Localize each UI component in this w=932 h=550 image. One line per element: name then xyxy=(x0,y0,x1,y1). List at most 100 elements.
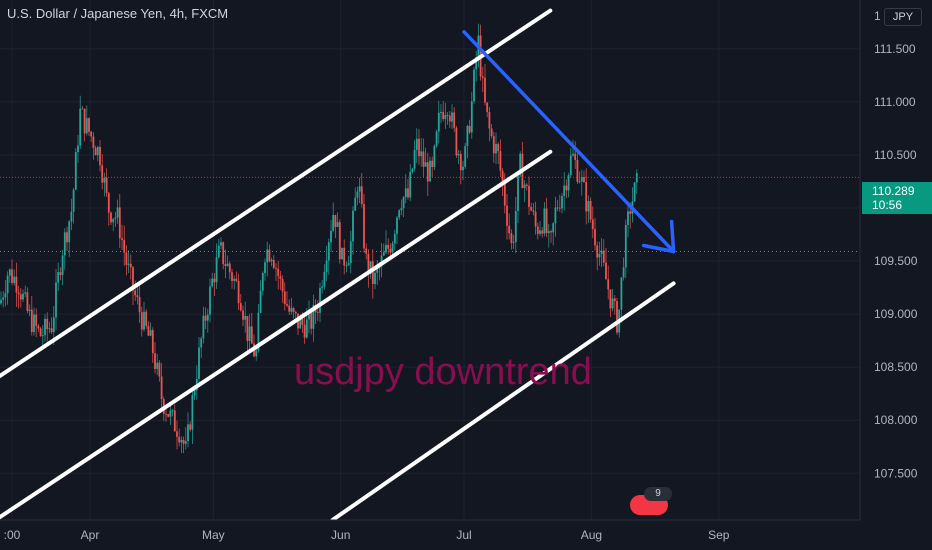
candle-body xyxy=(338,222,341,260)
candle-body xyxy=(576,160,579,182)
trend-arrow-line xyxy=(462,30,676,254)
candle-body xyxy=(187,424,189,442)
candle-body xyxy=(94,148,97,156)
candle-body xyxy=(279,276,282,279)
candle-body xyxy=(587,201,590,212)
candle-body xyxy=(46,318,49,330)
candle-body xyxy=(561,196,563,209)
candle-body xyxy=(341,247,343,260)
price-axis-bg xyxy=(860,0,932,550)
candle-body xyxy=(140,312,143,330)
candle-body xyxy=(446,115,449,116)
candle-body xyxy=(114,217,117,219)
candle-body xyxy=(239,303,242,311)
news-count: 9 xyxy=(644,487,672,501)
candle-body xyxy=(334,214,337,228)
time-tick-label: Apr xyxy=(81,528,100,542)
candle-body xyxy=(149,330,152,336)
candle-body xyxy=(365,248,368,254)
candle-body xyxy=(118,207,121,239)
candle-body xyxy=(411,168,414,172)
candle-body xyxy=(288,305,291,312)
candle-body xyxy=(356,191,359,198)
candle-body xyxy=(510,233,513,243)
channel-line xyxy=(0,149,553,520)
candle-body xyxy=(391,243,394,253)
candle-body xyxy=(629,211,632,214)
candle-body xyxy=(90,131,93,137)
candle-body xyxy=(464,146,467,167)
candle-body xyxy=(292,308,295,312)
candle-body xyxy=(213,278,216,283)
candle-body xyxy=(409,171,412,198)
candle-body xyxy=(547,231,550,234)
candle-body xyxy=(217,245,220,258)
candle-body xyxy=(488,112,491,129)
candle-body xyxy=(556,207,559,209)
candle-body xyxy=(136,295,139,298)
candle-body xyxy=(503,183,506,206)
chart-grid xyxy=(0,0,860,520)
currency-selector[interactable]: JPY xyxy=(884,8,922,26)
candle-body xyxy=(486,102,489,113)
candle-body xyxy=(74,152,77,190)
candle-body xyxy=(11,269,13,283)
candle-body xyxy=(501,170,504,184)
candle-body xyxy=(26,292,29,311)
candle-body xyxy=(585,182,588,212)
candle-body xyxy=(242,310,244,320)
candle-body xyxy=(369,261,372,275)
candle-body xyxy=(167,414,170,417)
candle-body xyxy=(55,282,57,318)
candle-body xyxy=(600,250,603,254)
candle-body xyxy=(598,253,601,258)
candle-body xyxy=(360,186,363,205)
candle-body xyxy=(451,112,453,122)
candle-body xyxy=(475,57,478,70)
candles xyxy=(0,23,638,454)
candle-body xyxy=(68,221,71,243)
candle-body xyxy=(404,188,407,198)
news-events-badge[interactable]: 9 xyxy=(624,487,674,517)
candle-body xyxy=(440,111,442,113)
candle-body xyxy=(426,162,429,182)
channel-line xyxy=(0,8,553,379)
candle-body xyxy=(0,299,2,304)
candle-body xyxy=(418,138,420,157)
candle-body xyxy=(534,211,537,227)
candle-body xyxy=(160,376,163,400)
candle-body xyxy=(321,286,324,288)
candle-body xyxy=(83,108,86,134)
price-tick-label: 109.500 xyxy=(874,254,918,268)
price-tick-label: 111.000 xyxy=(874,95,916,109)
candle-body xyxy=(121,238,123,240)
candle-body xyxy=(396,217,398,234)
price-tick-label: 110.500 xyxy=(874,148,917,162)
candle-body xyxy=(283,291,286,305)
candle-body xyxy=(204,315,207,321)
candle-body xyxy=(433,145,436,167)
candle-body xyxy=(345,265,348,267)
candle-body xyxy=(198,347,200,379)
candle-body xyxy=(545,208,548,234)
candle-body xyxy=(490,128,493,137)
candle-body xyxy=(257,312,260,351)
candle-body xyxy=(154,353,156,369)
candle-body xyxy=(459,153,462,171)
candle-body xyxy=(607,279,610,290)
chart-title: U.S. Dollar / Japanese Yen, 4h, FXCM xyxy=(7,6,229,21)
candle-body xyxy=(624,225,627,268)
candle-body xyxy=(497,144,500,152)
candle-body xyxy=(224,264,227,266)
candle-body xyxy=(244,315,247,320)
reference-price-line xyxy=(0,176,860,253)
candle-body xyxy=(374,272,376,285)
candle-body xyxy=(180,439,183,443)
candle-body xyxy=(594,229,596,246)
candle-body xyxy=(611,298,614,309)
candle-body xyxy=(633,182,636,202)
candle-body xyxy=(323,271,326,287)
candle-body xyxy=(290,308,293,312)
last-price-value: 110.289 xyxy=(872,184,915,198)
